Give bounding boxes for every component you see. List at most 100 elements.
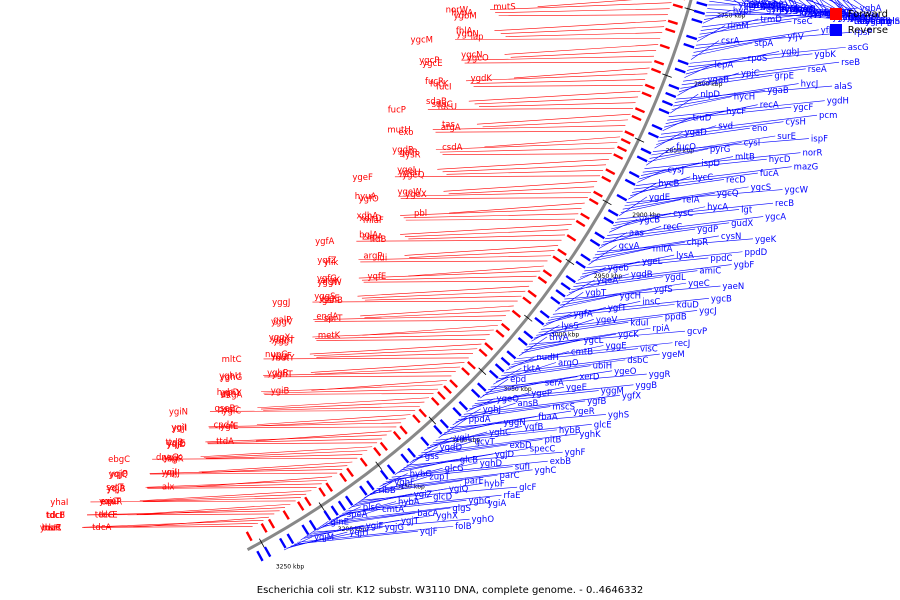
reverse-gene-label: ygbF xyxy=(734,261,755,271)
reverse-gene-label: yqjH xyxy=(349,528,368,538)
reverse-gene-leader xyxy=(323,512,416,527)
reverse-gene-label: lysS xyxy=(561,321,578,331)
reverse-gene-leader xyxy=(523,333,617,351)
reverse-gene-label: ygfA xyxy=(573,309,592,319)
reverse-gene-label: ygfB xyxy=(587,397,606,407)
forward-feature-block xyxy=(461,367,471,376)
reverse-gene-leader xyxy=(357,483,483,503)
reverse-gene-label: ygjD xyxy=(495,450,515,460)
reverse-gene-label: ppdB xyxy=(665,312,687,322)
reverse-gene-label: luxS xyxy=(799,9,817,19)
reverse-gene-leader xyxy=(676,85,833,100)
forward-gene-leader xyxy=(207,438,382,444)
forward-gene-leader xyxy=(470,79,646,84)
forward-gene-leader xyxy=(400,208,582,216)
forward-feature-block xyxy=(672,3,683,9)
reverse-gene-label: fucO xyxy=(676,142,696,152)
tick-label: 3250 kbp xyxy=(276,563,304,570)
reverse-gene-leader xyxy=(640,156,734,176)
reverse-feature-block xyxy=(636,155,648,163)
forward-feature-block xyxy=(325,482,333,493)
forward-feature-block xyxy=(511,309,522,318)
forward-feature-block xyxy=(601,175,612,183)
forward-gene-leader xyxy=(313,315,506,320)
forward-gene-leader xyxy=(314,366,461,375)
reverse-feature-block xyxy=(500,356,511,366)
forward-gene-label: sprT xyxy=(324,314,343,324)
forward-gene-leader xyxy=(363,280,533,283)
reverse-gene-leader xyxy=(566,279,595,297)
reverse-gene-label: exbB xyxy=(550,457,572,467)
reverse-gene-leader xyxy=(490,373,647,388)
forward-gene-label: tdcF xyxy=(47,511,65,521)
legend: Forward Reverse xyxy=(829,6,888,38)
forward-gene-label: yqjP xyxy=(110,469,128,479)
reverse-gene-label: yghF xyxy=(565,448,586,458)
reverse-gene-label: yfjV xyxy=(787,32,803,42)
reverse-gene-leader xyxy=(575,264,732,284)
forward-gene-label: cpdA xyxy=(214,421,235,431)
reverse-gene-leader xyxy=(449,414,606,428)
forward-gene-leader xyxy=(358,255,552,261)
reverse-gene-leader xyxy=(435,424,592,441)
reverse-gene-label: yghG xyxy=(468,496,490,506)
reverse-gene-label: gcvT xyxy=(475,437,496,447)
reverse-gene-label: trmD xyxy=(760,15,782,25)
reverse-gene-leader xyxy=(493,368,522,385)
reverse-gene-label: ygeL xyxy=(642,257,663,267)
reverse-feature-block xyxy=(344,495,354,506)
forward-gene-leader xyxy=(361,275,537,281)
reverse-feature-block xyxy=(683,42,695,49)
reverse-gene-label: hybF xyxy=(484,479,505,489)
tick-label: 3100 kbp xyxy=(452,437,480,444)
reverse-gene-label: ygfX xyxy=(622,391,641,401)
legend-forward-label: Forward xyxy=(847,8,888,20)
reverse-gene-label: clpB xyxy=(756,1,774,11)
forward-gene-leader xyxy=(316,353,474,358)
reverse-feature-block xyxy=(658,107,670,115)
reverse-gene-label: csrA xyxy=(721,37,740,47)
forward-feature-block xyxy=(346,467,354,478)
reverse-gene-leader xyxy=(798,0,816,14)
forward-feature-block xyxy=(373,447,382,457)
reverse-gene-label: ygdH xyxy=(827,97,849,107)
reverse-gene-label: sufI xyxy=(515,463,530,473)
reverse-gene-leader xyxy=(370,480,463,494)
reverse-feature-block xyxy=(379,469,389,480)
reverse-feature-block xyxy=(476,382,487,392)
forward-gene-label: yqjK xyxy=(163,454,182,464)
reverse-gene-leader xyxy=(698,18,759,39)
forward-gene-label: ygeH xyxy=(399,168,421,178)
forward-gene-leader xyxy=(437,158,609,170)
reverse-gene-label: rimM xyxy=(727,22,748,32)
reverse-gene-label: lepA xyxy=(714,61,733,71)
forward-feature-block xyxy=(466,360,476,370)
forward-gene-label: galR xyxy=(399,148,418,158)
reverse-gene-label: rpsP xyxy=(854,28,872,38)
reverse-gene-label: ygeO xyxy=(614,367,637,377)
reverse-gene-leader xyxy=(418,439,543,456)
forward-gene-label: ygiI xyxy=(171,423,186,433)
reverse-gene-label: recA xyxy=(760,101,779,111)
forward-gene-label: zapA xyxy=(362,233,383,243)
forward-gene-leader xyxy=(448,186,595,195)
reverse-gene-label: rseB xyxy=(841,58,860,68)
reverse-gene-leader xyxy=(700,14,825,31)
reverse-gene-label: serA xyxy=(545,378,564,388)
forward-gene-leader xyxy=(152,457,358,460)
reverse-gene-label: ppdA xyxy=(469,415,491,425)
forward-gene-label: idi xyxy=(377,254,387,264)
reverse-feature-block xyxy=(624,178,636,186)
reverse-feature-block xyxy=(539,309,550,319)
forward-gene-leader xyxy=(403,213,579,219)
forward-gene-label: yhaI xyxy=(50,498,68,508)
forward-gene-label: lysR xyxy=(403,151,421,161)
reverse-gene-leader xyxy=(388,466,513,480)
reverse-gene-leader xyxy=(571,276,664,291)
forward-gene-label: ygfG xyxy=(317,274,337,284)
reverse-gene-leader xyxy=(766,0,780,10)
reverse-gene-label: lgt xyxy=(741,205,753,215)
forward-gene-label: yggV xyxy=(271,317,293,327)
forward-gene-label: insH xyxy=(42,523,61,533)
reverse-gene-leader xyxy=(391,460,548,478)
